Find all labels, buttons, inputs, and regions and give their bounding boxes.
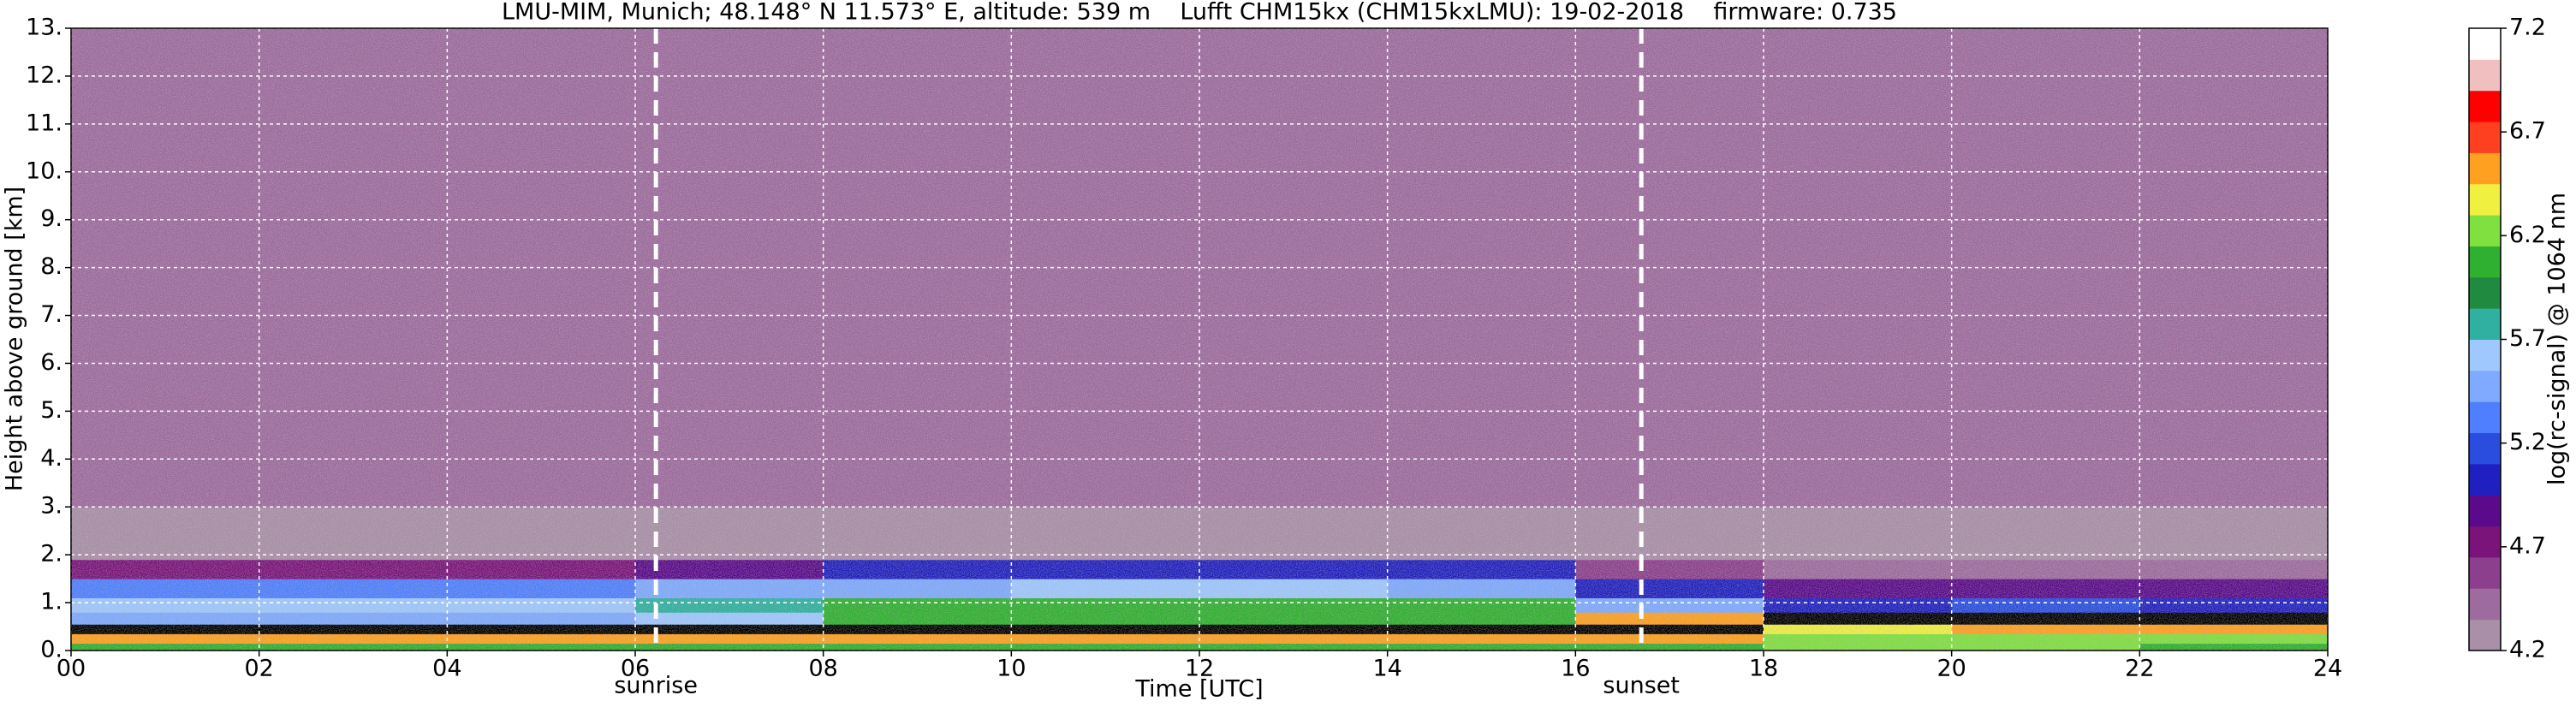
x-tick-label: 20 [1936, 656, 1966, 682]
y-tick-label: 2. [40, 541, 62, 567]
x-tick-label: 02 [244, 656, 273, 682]
colorbar-tick-label: 4.7 [2509, 532, 2546, 559]
colorbar-swatch [2469, 495, 2501, 527]
y-tick-label: 4. [40, 445, 62, 472]
x-tick-label: 18 [1749, 656, 1778, 682]
x-tick-label: 16 [1561, 656, 1590, 682]
y-tick-label: 7. [40, 301, 62, 328]
colorbar-tick-label: 7.2 [2509, 15, 2546, 41]
x-tick-label: 10 [996, 656, 1026, 682]
y-tick-label: 8. [40, 253, 62, 280]
colorbar-swatch [2469, 183, 2501, 216]
colorbar-swatch [2469, 59, 2501, 92]
colorbar-label: log(rc-signal) @ 1064 nm [2544, 193, 2571, 485]
colorbar-swatch [2469, 463, 2501, 496]
y-tick-label: 6. [40, 349, 62, 376]
colorbar-tick-label: 5.2 [2509, 429, 2546, 455]
x-axis-label: Time [UTC] [1134, 676, 1263, 703]
x-tick-label: 06 [621, 656, 650, 682]
colorbar-swatch [2469, 276, 2501, 309]
colorbar-swatch [2469, 339, 2501, 371]
x-tick-label: 14 [1372, 656, 1401, 682]
colorbar-swatch [2469, 432, 2501, 465]
colorbar-swatch [2469, 556, 2501, 589]
y-tick-label: 0. [40, 637, 62, 663]
colorbar-swatch [2469, 246, 2501, 278]
y-tick-label: 10. [26, 157, 62, 184]
colorbar-swatch [2469, 370, 2501, 402]
colorbar-tick-label: 5.7 [2509, 325, 2546, 352]
x-tick-label: 12 [1185, 656, 1214, 682]
y-tick-label: 1. [40, 589, 62, 615]
colorbar-tick-label: 6.2 [2509, 222, 2546, 248]
annotation-label: sunrise [614, 673, 698, 699]
x-tick-label: 08 [808, 656, 837, 682]
colorbar-swatch [2469, 619, 2501, 651]
y-axis-label: Height above ground [km] [2, 187, 28, 491]
colorbar-swatch [2469, 152, 2501, 185]
colorbar-swatch [2469, 90, 2501, 122]
y-tick-label: 13. [26, 15, 62, 41]
y-tick-label: 9. [40, 205, 62, 232]
colorbar-swatch [2469, 588, 2501, 621]
annotation-label: sunset [1603, 673, 1680, 699]
y-tick-label: 3. [40, 493, 62, 520]
x-tick-label: 00 [57, 656, 86, 682]
chart-title: LMU-MIM, Munich; 48.148° N 11.573° E, al… [502, 0, 1897, 26]
y-tick-label: 12. [26, 62, 62, 88]
colorbar-swatch [2469, 215, 2501, 247]
y-tick-label: 11. [26, 110, 62, 136]
colorbar-tick-label: 6.7 [2509, 118, 2546, 145]
colorbar-swatch [2469, 28, 2501, 60]
colorbar-swatch [2469, 122, 2501, 153]
x-tick-label: 22 [2125, 656, 2154, 682]
x-tick-label: 24 [2313, 656, 2342, 682]
x-tick-label: 04 [432, 656, 461, 682]
colorbar-swatch [2469, 526, 2501, 558]
colorbar-swatch [2469, 308, 2501, 340]
colorbar-swatch [2469, 401, 2501, 434]
colorbar-tick-label: 4.2 [2509, 637, 2546, 663]
y-tick-label: 5. [40, 397, 62, 424]
plot-frame [70, 27, 2329, 651]
